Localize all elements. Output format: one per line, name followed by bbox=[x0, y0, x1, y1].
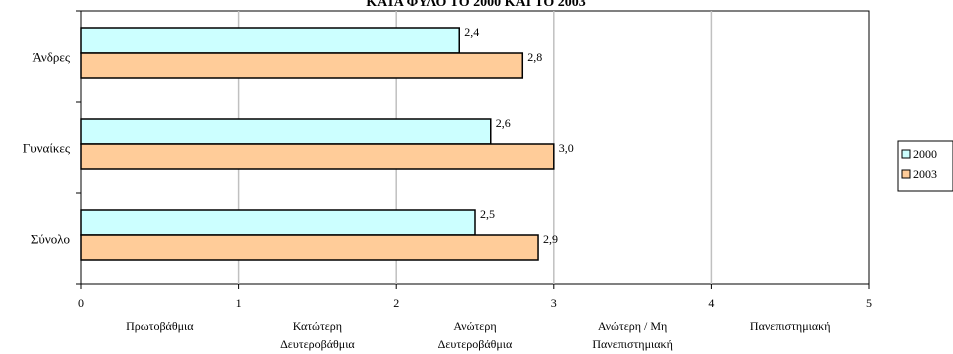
x-tick-label: 0 bbox=[78, 296, 84, 310]
legend-swatch bbox=[901, 169, 911, 179]
level-label: Κατώτερη Δευτεροβάθμια bbox=[280, 319, 355, 351]
data-label: 2,6 bbox=[496, 116, 511, 130]
x-tick-label: 3 bbox=[551, 296, 557, 310]
legend-box bbox=[897, 140, 953, 192]
x-tick-label: 4 bbox=[708, 296, 714, 310]
level-label: Ανώτερη Δευτεροβάθμια bbox=[438, 319, 513, 351]
data-label: 2,4 bbox=[464, 25, 479, 39]
x-tick-label: 5 bbox=[866, 296, 872, 310]
bar bbox=[80, 209, 476, 236]
level-label: Πρωτοβάθμια bbox=[126, 319, 194, 333]
category-label: Γυναίκες bbox=[23, 141, 71, 156]
category-label: Άνδρες bbox=[32, 50, 70, 65]
x-tick-label: 1 bbox=[236, 296, 242, 310]
legend-swatch bbox=[901, 149, 911, 159]
chart-title: ΚΑΤΑ ΦΥΛΟ ΤΟ 2000 ΚΑΙ ΤΟ 2003 bbox=[366, 0, 586, 10]
bar bbox=[80, 143, 555, 170]
data-label: 2,9 bbox=[543, 232, 558, 246]
data-label: 3,0 bbox=[559, 141, 574, 155]
legend-label: 2003 bbox=[913, 167, 937, 181]
bar bbox=[80, 118, 492, 145]
bar bbox=[80, 52, 524, 79]
category-label: Σύνολο bbox=[31, 232, 70, 247]
data-label: 2,5 bbox=[480, 207, 495, 221]
x-tick-label: 2 bbox=[393, 296, 399, 310]
level-label: Ανώτερη / Μη Πανεπιστημιακή bbox=[592, 319, 673, 351]
bar bbox=[80, 27, 460, 54]
data-label: 2,8 bbox=[527, 50, 542, 64]
bar bbox=[80, 234, 539, 261]
legend-label: 2000 bbox=[913, 147, 937, 161]
legend: 2000 2003 bbox=[897, 140, 953, 192]
level-label: Πανεπιστημιακή bbox=[750, 319, 831, 333]
